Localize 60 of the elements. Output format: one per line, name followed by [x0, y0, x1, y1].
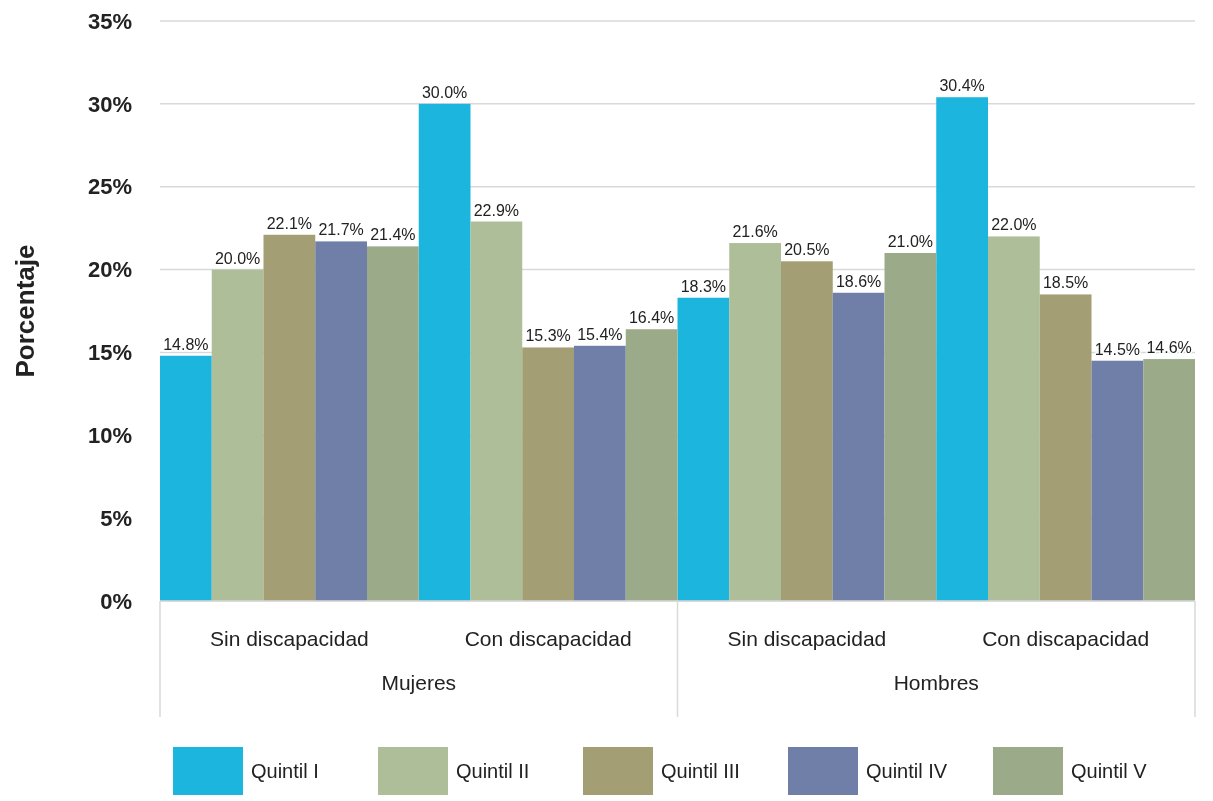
bar — [315, 241, 367, 601]
data-label: 21.0% — [887, 233, 934, 250]
bar — [1039, 294, 1092, 601]
legend-label: Quintil II — [456, 760, 530, 782]
data-label: 21.7% — [318, 221, 364, 239]
y-axis-title: Porcentaje — [10, 244, 40, 378]
bar — [677, 297, 730, 601]
y-tick-label: 10% — [87, 422, 132, 448]
y-tick-label: 15% — [87, 340, 132, 366]
x-tick-label: Sin discapacidad — [209, 627, 369, 650]
bar — [832, 292, 885, 601]
data-label: 15.4% — [577, 325, 623, 343]
bar — [211, 269, 264, 601]
bar — [936, 97, 988, 601]
x-tick-label: Con discapacidad — [982, 627, 1150, 650]
bar — [729, 243, 781, 601]
data-label: 21.6% — [732, 223, 778, 241]
bar — [625, 329, 678, 601]
data-label: 20.0% — [214, 249, 261, 267]
data-label: 21.4% — [370, 226, 416, 244]
bar — [263, 234, 316, 601]
data-label: 20.5% — [784, 241, 830, 259]
data-label: 14.6% — [1146, 339, 1192, 357]
bar — [160, 355, 212, 601]
bar — [884, 253, 937, 601]
data-label: 30.0% — [421, 83, 468, 101]
legend-label: Quintil III — [661, 760, 740, 782]
bar — [1091, 360, 1144, 601]
data-label: 14.8% — [163, 335, 209, 353]
y-tick-label: 25% — [87, 174, 132, 200]
data-label: 22.1% — [266, 214, 313, 232]
data-label: 18.6% — [835, 272, 882, 290]
bar — [522, 347, 574, 601]
data-label: 18.5% — [1042, 274, 1089, 292]
data-label: 15.3% — [525, 327, 571, 345]
legend-label: Quintil V — [1071, 760, 1148, 782]
text: Mujeres — [381, 671, 457, 694]
data-label: 14.5% — [1094, 340, 1141, 358]
bar — [418, 103, 471, 601]
y-tick-label: 35% — [87, 8, 132, 34]
data-label: 30.4% — [939, 77, 985, 95]
x-tick-label: Con discapacidad — [464, 627, 632, 650]
bar — [1143, 359, 1195, 601]
y-tick-label: 0% — [100, 588, 132, 614]
legend-label: Quintil IV — [866, 760, 948, 782]
legend-label: Quintil I — [251, 760, 319, 782]
data-label: 22.0% — [991, 216, 1037, 234]
bar — [988, 236, 1040, 601]
data-label: 18.3% — [680, 277, 727, 295]
bar — [367, 246, 419, 601]
data-label: 16.4% — [628, 309, 675, 327]
y-tick-label: 5% — [100, 505, 132, 531]
x-tick-label: Sin discapacidad — [727, 627, 887, 650]
bar — [574, 345, 626, 601]
y-tick-label: 30% — [87, 91, 132, 117]
text: Hombres — [893, 671, 979, 694]
bar — [781, 261, 833, 601]
bar — [470, 221, 523, 601]
y-tick-label: 20% — [87, 257, 132, 283]
data-label: 22.9% — [473, 201, 520, 219]
